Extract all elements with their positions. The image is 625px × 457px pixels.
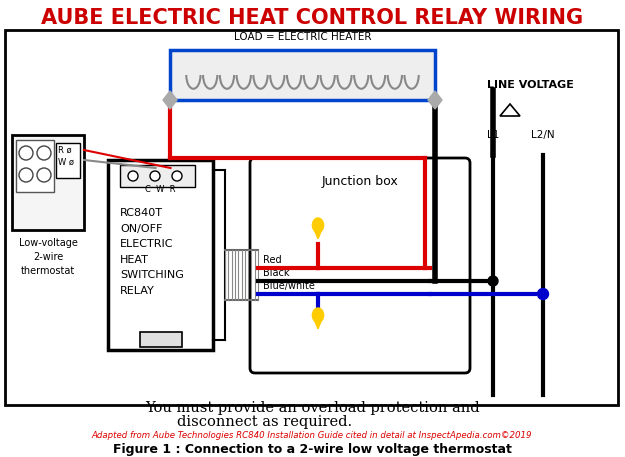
- Ellipse shape: [312, 308, 324, 322]
- Bar: [16, 140, 54, 192]
- Circle shape: [19, 146, 33, 160]
- Text: C  W  R: C W R: [145, 186, 176, 195]
- Polygon shape: [428, 91, 442, 109]
- Text: RC840T
ON/OFF
ELECTRIC
HEAT
SWITCHING
RELAY: RC840T ON/OFF ELECTRIC HEAT SWITCHING RE…: [120, 208, 184, 296]
- Circle shape: [128, 171, 138, 181]
- FancyBboxPatch shape: [250, 158, 470, 373]
- Text: Blue/white: Blue/white: [263, 281, 315, 291]
- Bar: [140, 332, 182, 347]
- Circle shape: [19, 168, 33, 182]
- Text: L2/N: L2/N: [531, 130, 555, 140]
- Text: disconnect as required.: disconnect as required.: [177, 415, 352, 429]
- Text: L1: L1: [487, 130, 499, 140]
- Circle shape: [37, 168, 51, 182]
- Text: Black: Black: [263, 268, 289, 278]
- Bar: [108, 160, 213, 350]
- Text: AUBE ELECTRIC HEAT CONTROL RELAY WIRING: AUBE ELECTRIC HEAT CONTROL RELAY WIRING: [41, 8, 583, 28]
- Text: Figure 1 : Connection to a 2-wire low voltage thermostat: Figure 1 : Connection to a 2-wire low vo…: [112, 442, 511, 456]
- Text: Junction box: Junction box: [322, 175, 398, 187]
- Text: W ø: W ø: [58, 158, 74, 166]
- Bar: [5, 30, 618, 405]
- Bar: [12, 135, 84, 230]
- Circle shape: [488, 276, 498, 286]
- Ellipse shape: [312, 218, 324, 233]
- Text: Low-voltage
2-wire
thermostat: Low-voltage 2-wire thermostat: [19, 238, 78, 276]
- Text: R ø: R ø: [58, 145, 72, 154]
- Circle shape: [150, 171, 160, 181]
- Circle shape: [172, 171, 182, 181]
- Bar: [170, 50, 435, 100]
- Polygon shape: [312, 225, 324, 239]
- Text: Adapted from Aube Technologies RC840 Installation Guide cited in detail at Inspe: Adapted from Aube Technologies RC840 Ins…: [92, 431, 532, 441]
- Bar: [56, 143, 80, 178]
- Polygon shape: [312, 315, 324, 329]
- Text: You must provide an overload protection and: You must provide an overload protection …: [145, 401, 479, 415]
- Bar: [120, 165, 195, 187]
- Text: LOAD = ELECTRIC HEATER: LOAD = ELECTRIC HEATER: [234, 32, 371, 42]
- Circle shape: [37, 146, 51, 160]
- Circle shape: [538, 288, 549, 299]
- Polygon shape: [163, 91, 177, 109]
- Text: Red: Red: [263, 255, 282, 265]
- Text: LINE VOLTAGE: LINE VOLTAGE: [487, 80, 574, 90]
